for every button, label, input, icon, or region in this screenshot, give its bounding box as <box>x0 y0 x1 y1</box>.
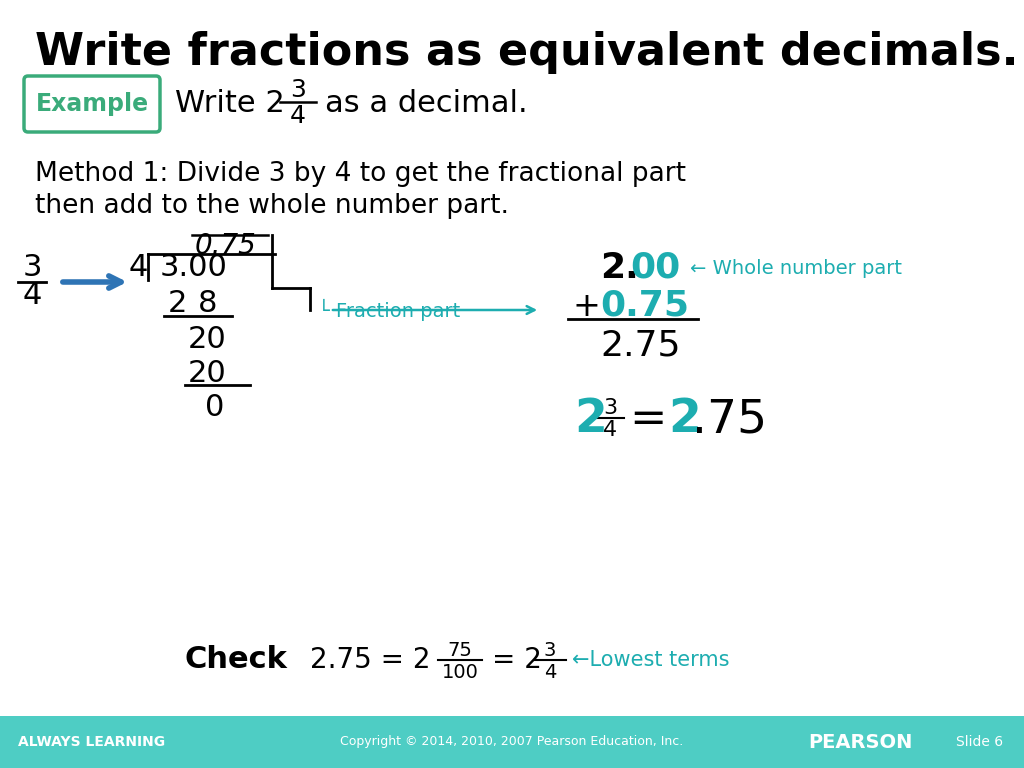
Text: 8: 8 <box>198 290 217 319</box>
Text: 2: 2 <box>168 290 187 319</box>
Text: ← Whole number part: ← Whole number part <box>690 259 902 277</box>
Text: └ Fraction part: └ Fraction part <box>318 299 460 321</box>
Text: Check: Check <box>185 645 288 674</box>
Text: Write fractions as equivalent decimals.: Write fractions as equivalent decimals. <box>35 31 1019 74</box>
Text: 4: 4 <box>23 282 42 310</box>
Text: ALWAYS LEARNING: ALWAYS LEARNING <box>18 735 165 749</box>
Text: 3: 3 <box>290 78 306 102</box>
Text: Slide 6: Slide 6 <box>956 735 1004 749</box>
Bar <box>0 716 1024 768</box>
Text: 0.75: 0.75 <box>195 232 257 260</box>
Text: 3.00: 3.00 <box>160 253 228 283</box>
Text: 2: 2 <box>574 398 607 442</box>
Text: 0.75: 0.75 <box>600 289 689 323</box>
Text: 20: 20 <box>188 359 226 388</box>
Text: +: + <box>572 290 600 323</box>
Text: =: = <box>630 399 682 442</box>
Text: ←Lowest terms: ←Lowest terms <box>572 650 729 670</box>
Text: 4: 4 <box>603 420 617 440</box>
FancyBboxPatch shape <box>24 76 160 132</box>
Text: 3: 3 <box>603 398 617 418</box>
Text: PEARSON: PEARSON <box>808 733 912 752</box>
Text: 3: 3 <box>23 253 42 283</box>
Text: 100: 100 <box>441 663 478 681</box>
Text: as a decimal.: as a decimal. <box>325 90 527 118</box>
Text: Write 2: Write 2 <box>175 90 285 118</box>
Text: 4: 4 <box>544 663 556 681</box>
Text: = 2: = 2 <box>492 646 542 674</box>
Text: 20: 20 <box>188 326 226 355</box>
Text: Method 1: Divide 3 by 4 to get the fractional part: Method 1: Divide 3 by 4 to get the fract… <box>35 161 686 187</box>
Text: Copyright © 2014, 2010, 2007 Pearson Education, Inc.: Copyright © 2014, 2010, 2007 Pearson Edu… <box>340 736 684 749</box>
Text: .75: .75 <box>692 398 767 442</box>
Text: 4: 4 <box>290 104 306 128</box>
Text: 2: 2 <box>668 398 700 442</box>
Text: 75: 75 <box>447 641 472 660</box>
Text: then add to the whole number part.: then add to the whole number part. <box>35 193 509 219</box>
Text: 2.75: 2.75 <box>600 329 681 363</box>
Text: 00: 00 <box>630 251 680 285</box>
Text: 3: 3 <box>544 641 556 660</box>
Text: 2.: 2. <box>600 251 639 285</box>
Text: 2.75 = 2: 2.75 = 2 <box>310 646 430 674</box>
Text: 0: 0 <box>205 393 224 422</box>
Text: 4: 4 <box>129 253 148 283</box>
Text: Example: Example <box>36 92 148 116</box>
